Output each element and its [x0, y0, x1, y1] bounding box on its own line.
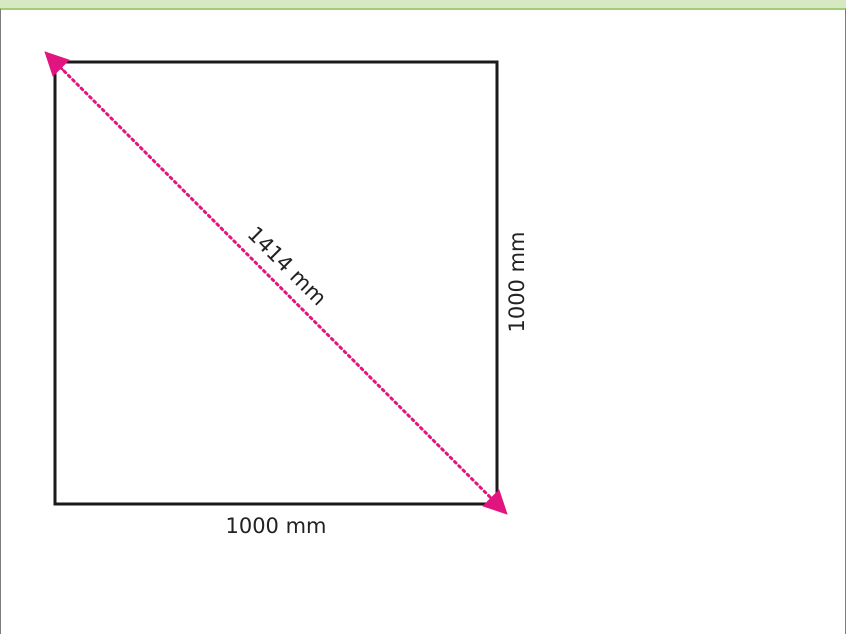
- diagonal-label: 1414 mm: [243, 222, 331, 310]
- diagonal-arrow-bottom-right: [482, 489, 508, 515]
- diagonal-arrow-top-left: [44, 51, 70, 77]
- diagonal-line: [58, 65, 494, 501]
- bottom-label: 1000 mm: [225, 514, 326, 538]
- header-bar: [0, 0, 846, 8]
- side-label: 1000 mm: [505, 231, 529, 332]
- square-outline: [53, 60, 499, 506]
